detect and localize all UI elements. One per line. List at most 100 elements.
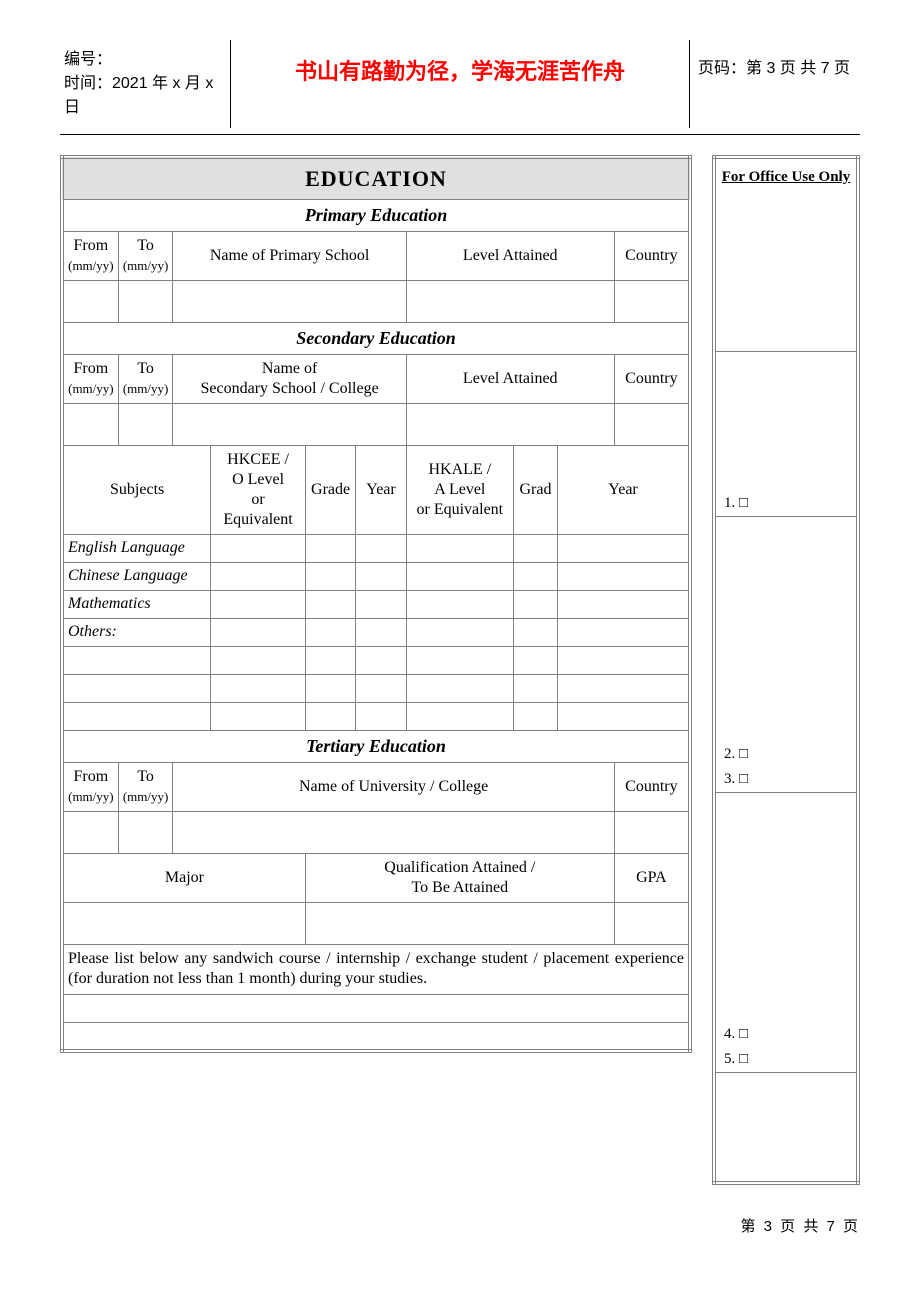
secondary-to-header: To(mm/yy) <box>118 354 173 403</box>
field[interactable] <box>406 562 513 590</box>
field[interactable] <box>513 674 557 702</box>
office-blank <box>714 196 858 351</box>
subjects-header: Subjects <box>62 445 211 534</box>
office-item-1: 1. □ <box>714 491 858 517</box>
office-blank <box>714 351 858 491</box>
subject-english: English Language <box>62 534 211 562</box>
date-label: 时间：2021 年 x 月 x 日 <box>64 72 226 120</box>
field[interactable] <box>406 534 513 562</box>
secondary-school-header: Name ofSecondary School / College <box>173 354 406 403</box>
tertiary-country-input[interactable] <box>614 811 690 853</box>
primary-section: Primary Education <box>62 199 690 231</box>
field[interactable] <box>513 702 557 730</box>
secondary-country-input[interactable] <box>614 403 690 445</box>
field[interactable] <box>513 534 557 562</box>
tertiary-to-input[interactable] <box>118 811 173 853</box>
field[interactable] <box>406 590 513 618</box>
primary-from-input[interactable] <box>62 280 118 322</box>
field[interactable] <box>305 562 355 590</box>
tertiary-school-header: Name of University / College <box>173 762 614 811</box>
field[interactable] <box>558 646 690 674</box>
primary-to-input[interactable] <box>118 280 173 322</box>
field[interactable] <box>406 646 513 674</box>
subject-chinese: Chinese Language <box>62 562 211 590</box>
field[interactable] <box>558 590 690 618</box>
office-blank <box>714 792 858 1022</box>
tertiary-school-input[interactable] <box>173 811 614 853</box>
secondary-level-input[interactable] <box>406 403 614 445</box>
experience-line[interactable] <box>62 995 690 1023</box>
field[interactable] <box>305 674 355 702</box>
field[interactable] <box>356 534 406 562</box>
field[interactable] <box>356 702 406 730</box>
secondary-school-input[interactable] <box>173 403 406 445</box>
field[interactable] <box>211 562 306 590</box>
primary-school-input[interactable] <box>173 280 406 322</box>
hkale-header: HKALE / A Level or Equivalent <box>406 445 513 534</box>
major-input[interactable] <box>62 902 305 944</box>
office-item-4: 4. □ <box>714 1022 858 1047</box>
hkcee-header: HKCEE / O Level or Equivalent <box>211 445 306 534</box>
office-item-3: 3. □ <box>714 767 858 793</box>
field[interactable] <box>558 674 690 702</box>
tertiary-from-input[interactable] <box>62 811 118 853</box>
subject-math: Mathematics <box>62 590 211 618</box>
field[interactable] <box>211 702 306 730</box>
field[interactable] <box>406 618 513 646</box>
field[interactable] <box>211 534 306 562</box>
field[interactable] <box>356 646 406 674</box>
field[interactable] <box>305 702 355 730</box>
secondary-to-input[interactable] <box>118 403 173 445</box>
field[interactable] <box>356 674 406 702</box>
field[interactable] <box>558 534 690 562</box>
primary-country-header: Country <box>614 231 690 280</box>
serial-label: 编号： <box>64 48 226 72</box>
field[interactable] <box>513 618 557 646</box>
field[interactable] <box>356 590 406 618</box>
secondary-country-header: Country <box>614 354 690 403</box>
grad-header: Grad <box>513 445 557 534</box>
field[interactable] <box>211 590 306 618</box>
experience-line[interactable] <box>62 1023 690 1051</box>
primary-to-header: To(mm/yy) <box>118 231 173 280</box>
field[interactable] <box>356 562 406 590</box>
field[interactable] <box>305 534 355 562</box>
tertiary-from-header: From(mm/yy) <box>62 762 118 811</box>
qualification-header: Qualification Attained /To Be Attained <box>305 853 614 902</box>
primary-from-header: From(mm/yy) <box>62 231 118 280</box>
education-title: EDUCATION <box>62 157 690 199</box>
field[interactable] <box>513 590 557 618</box>
field[interactable] <box>356 618 406 646</box>
year-header-2: Year <box>558 445 690 534</box>
field[interactable] <box>305 590 355 618</box>
tertiary-to-header: To(mm/yy) <box>118 762 173 811</box>
field[interactable] <box>558 702 690 730</box>
document-header: 编号： 时间：2021 年 x 月 x 日 书山有路勤为径，学海无涯苦作舟 页码… <box>60 40 860 135</box>
field[interactable] <box>513 646 557 674</box>
primary-school-header: Name of Primary School <box>173 231 406 280</box>
major-header: Major <box>62 853 305 902</box>
primary-level-input[interactable] <box>406 280 614 322</box>
field[interactable] <box>558 562 690 590</box>
field[interactable] <box>62 646 211 674</box>
tertiary-country-header: Country <box>614 762 690 811</box>
field[interactable] <box>406 674 513 702</box>
primary-level-header: Level Attained <box>406 231 614 280</box>
field[interactable] <box>558 618 690 646</box>
field[interactable] <box>305 618 355 646</box>
field[interactable] <box>211 646 306 674</box>
field[interactable] <box>211 674 306 702</box>
office-use-box: For Office Use Only 1. □ 2. □ 3. □ 4. □ … <box>712 155 860 1185</box>
field[interactable] <box>211 618 306 646</box>
field[interactable] <box>62 702 211 730</box>
field[interactable] <box>406 702 513 730</box>
field[interactable] <box>62 674 211 702</box>
primary-country-input[interactable] <box>614 280 690 322</box>
page-label: 页码：第 3 页 共 7 页 <box>690 40 860 128</box>
field[interactable] <box>305 646 355 674</box>
field[interactable] <box>513 562 557 590</box>
office-blank <box>714 1073 858 1183</box>
qualification-input[interactable] <box>305 902 614 944</box>
secondary-from-input[interactable] <box>62 403 118 445</box>
gpa-input[interactable] <box>614 902 690 944</box>
